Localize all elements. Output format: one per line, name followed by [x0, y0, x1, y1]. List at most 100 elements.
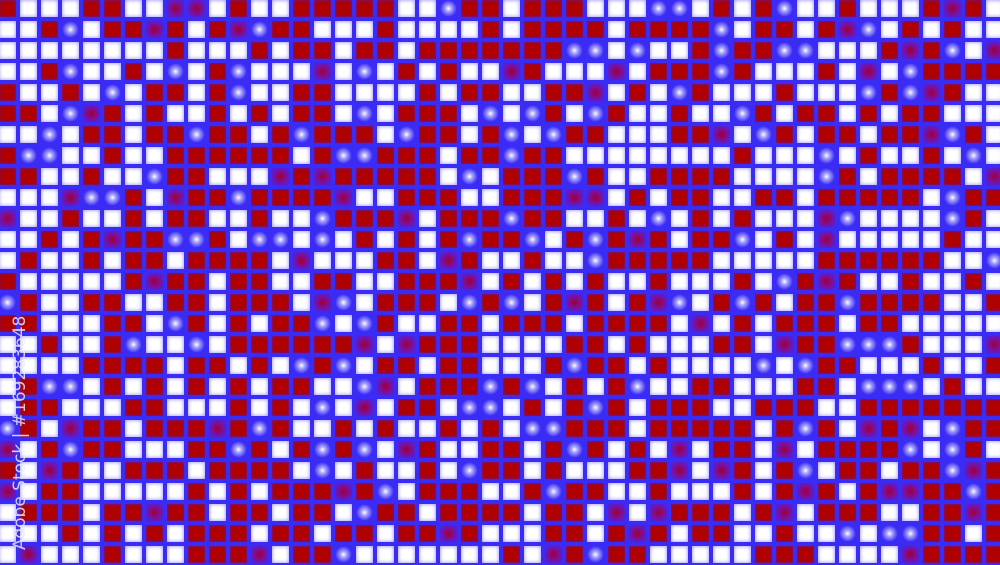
tile-dkred [774, 439, 795, 460]
tile-white [774, 103, 795, 124]
tile-white [60, 145, 81, 166]
tile-white [0, 355, 18, 376]
tile-blue [354, 313, 375, 334]
tile-red [207, 187, 228, 208]
tile-white [501, 418, 522, 439]
tile-white [39, 0, 60, 19]
tile-blue [0, 292, 18, 313]
tile-white [354, 250, 375, 271]
tile-red [396, 250, 417, 271]
tile-white [102, 40, 123, 61]
tile-red [564, 523, 585, 544]
tile-blue [39, 145, 60, 166]
tile-white [669, 376, 690, 397]
tile-white [963, 334, 984, 355]
tile-red [60, 82, 81, 103]
tile-blue [963, 481, 984, 502]
tile-white [984, 208, 1000, 229]
tile-white [39, 208, 60, 229]
tile-red [459, 523, 480, 544]
tile-red [627, 187, 648, 208]
tile-blue [312, 229, 333, 250]
tile-white [837, 397, 858, 418]
tile-red [753, 0, 774, 19]
tile-white [921, 19, 942, 40]
tile-red [186, 481, 207, 502]
tile-red [921, 103, 942, 124]
tile-white [585, 145, 606, 166]
tile-red [564, 229, 585, 250]
tile-red [543, 166, 564, 187]
tile-white [753, 334, 774, 355]
tile-red [291, 376, 312, 397]
tile-red [879, 292, 900, 313]
tile-dkred [816, 229, 837, 250]
tile-white [333, 103, 354, 124]
tile-red [606, 376, 627, 397]
tile-red [711, 0, 732, 19]
tile-blue [732, 103, 753, 124]
tile-dkred [669, 439, 690, 460]
tile-red [837, 124, 858, 145]
tile-red [984, 292, 1000, 313]
tile-blue [459, 166, 480, 187]
tile-red [228, 544, 249, 565]
tile-white [165, 334, 186, 355]
tile-white [564, 103, 585, 124]
tile-blue [102, 82, 123, 103]
tile-white [438, 145, 459, 166]
tile-white [18, 460, 39, 481]
tile-white [585, 208, 606, 229]
tile-white [249, 82, 270, 103]
tile-red [312, 544, 333, 565]
tile-white [123, 418, 144, 439]
tile-red [39, 19, 60, 40]
tile-white [963, 355, 984, 376]
tile-red [921, 481, 942, 502]
tile-white [858, 229, 879, 250]
tile-red [816, 439, 837, 460]
tile-blue [774, 0, 795, 19]
tile-red [228, 124, 249, 145]
tile-red [291, 313, 312, 334]
tile-white [228, 208, 249, 229]
tile-red [291, 334, 312, 355]
tile-white [39, 166, 60, 187]
tile-white [543, 61, 564, 82]
tile-white [60, 124, 81, 145]
tile-red [606, 544, 627, 565]
tile-white [963, 313, 984, 334]
tile-red [228, 460, 249, 481]
tile-red [501, 439, 522, 460]
tile-red [249, 208, 270, 229]
tile-red [18, 166, 39, 187]
tile-red [921, 40, 942, 61]
tile-blue [543, 481, 564, 502]
tile-red [795, 292, 816, 313]
tile-white [522, 124, 543, 145]
tile-red [522, 166, 543, 187]
tile-red [375, 502, 396, 523]
tile-red [942, 397, 963, 418]
tile-red [900, 103, 921, 124]
tile-white [144, 439, 165, 460]
tile-dkred [249, 544, 270, 565]
tile-white [585, 61, 606, 82]
tile-white [606, 82, 627, 103]
tile-white [921, 334, 942, 355]
tile-white [480, 481, 501, 502]
tile-white [186, 460, 207, 481]
tile-white [690, 355, 711, 376]
tile-red [207, 544, 228, 565]
tile-red [417, 481, 438, 502]
tile-red [312, 82, 333, 103]
tile-white [207, 0, 228, 19]
tile-blue [354, 502, 375, 523]
tile-red [18, 103, 39, 124]
tile-white [837, 313, 858, 334]
tile-white [396, 460, 417, 481]
tile-white [753, 82, 774, 103]
tile-red [186, 523, 207, 544]
tile-white [312, 250, 333, 271]
tile-red [375, 418, 396, 439]
